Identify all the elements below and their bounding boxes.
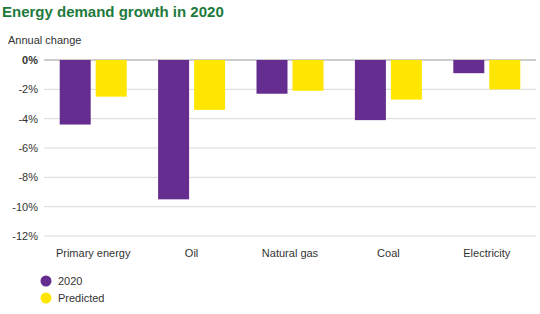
y-tick-label: -6% (18, 142, 38, 154)
bar (194, 60, 225, 110)
chart-container: Energy demand growth in 2020 Annual chang… (0, 0, 540, 314)
y-tick-label: -2% (18, 83, 38, 95)
bar (489, 60, 520, 89)
y-tick-label: -8% (18, 171, 38, 183)
bar (60, 60, 91, 125)
x-tick-label: Coal (377, 247, 400, 259)
bar (96, 60, 127, 97)
legend-swatch (41, 276, 52, 287)
bars (60, 60, 521, 199)
x-tick-label: Electricity (463, 247, 511, 259)
legend-label: 2020 (58, 275, 82, 287)
bar (293, 60, 324, 91)
legend-label: Predicted (58, 292, 104, 304)
grid-line (44, 177, 536, 178)
x-tick-label: Natural gas (262, 247, 319, 259)
bar (158, 60, 189, 199)
y-tick-label: -12% (12, 230, 38, 242)
bar (453, 60, 484, 73)
x-tick-label: Primary energy (56, 247, 131, 259)
legend-swatch (41, 293, 52, 304)
grid-line (44, 148, 536, 149)
grid-line (44, 236, 536, 237)
bar (257, 60, 288, 94)
y-axis-label: Annual change (8, 34, 81, 46)
grid-line (44, 118, 536, 119)
bar (355, 60, 386, 120)
y-tick-label: -4% (18, 113, 38, 125)
bar (391, 60, 422, 100)
y-tick-label: -10% (12, 201, 38, 213)
title: Energy demand growth in 2020 (2, 3, 224, 20)
chart-svg: Energy demand growth in 2020 Annual chang… (0, 0, 540, 314)
grid-line (44, 206, 536, 207)
y-tick-label: 0% (22, 54, 38, 66)
x-tick-label: Oil (185, 247, 198, 259)
